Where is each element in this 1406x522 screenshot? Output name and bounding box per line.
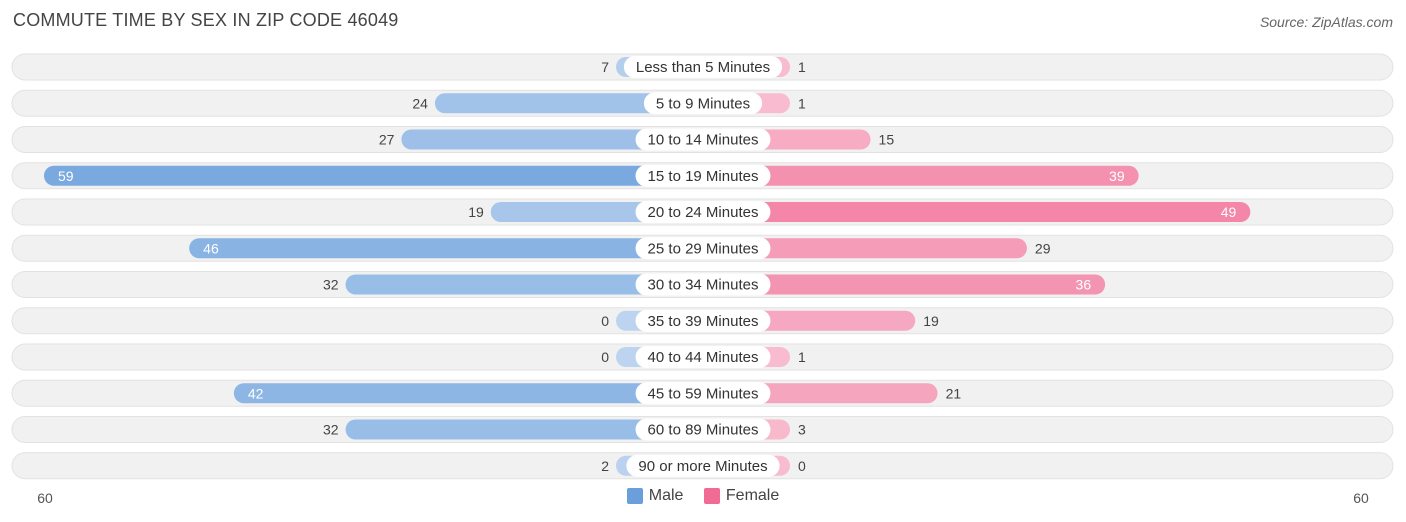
female-value-label: 0: [798, 458, 806, 474]
legend-male-label: Male: [648, 487, 684, 504]
source-note: Source: ZipAtlas.com: [1259, 14, 1393, 30]
male-value-label: 27: [379, 132, 395, 148]
category-label: 45 to 59 Minutes: [648, 385, 759, 402]
female-value-label: 1: [798, 95, 806, 111]
category-label: 25 to 29 Minutes: [648, 240, 759, 257]
category-row: 25 to 29 Minutes 46 29: [11, 234, 1394, 262]
category-label: 20 to 24 Minutes: [648, 204, 759, 221]
male-bar[interactable]: [233, 383, 704, 404]
legend-female-label: Female: [725, 487, 780, 504]
female-value-label: 19: [923, 313, 939, 329]
category-label: 60 to 89 Minutes: [648, 422, 759, 439]
legend-item-male[interactable]: Male: [626, 487, 684, 505]
category-label-pill: [643, 92, 763, 115]
category-row: 40 to 44 Minutes 0 1: [11, 343, 1394, 371]
male-value-label: 32: [323, 277, 339, 293]
male-value-label: 0: [601, 349, 609, 365]
category-label: 40 to 44 Minutes: [648, 349, 759, 366]
female-bar[interactable]: [703, 202, 1251, 222]
category-label-pill: [635, 128, 771, 151]
category-label-pill: [635, 164, 771, 187]
category-row: 60 to 89 Minutes 32 3: [11, 416, 1394, 443]
category-label: Less than 5 Minutes: [636, 59, 770, 76]
female-value-label: 21: [946, 385, 962, 401]
female-value-label: 49: [1221, 204, 1237, 220]
male-value-label: 2: [601, 458, 609, 474]
male-value-label: 7: [601, 59, 609, 75]
category-row: 30 to 34 Minutes 32 36: [11, 271, 1394, 298]
male-bar[interactable]: [43, 165, 704, 186]
female-value-label: 39: [1109, 168, 1125, 184]
female-value-label: 1: [798, 349, 806, 365]
female-value-label: 36: [1076, 277, 1092, 293]
axis-right-label: 60: [1353, 490, 1369, 506]
category-row: 90 or more Minutes 2 0: [11, 452, 1394, 480]
category-label-pill: [635, 346, 771, 368]
category-label: 35 to 39 Minutes: [648, 313, 759, 330]
male-value-label: 42: [248, 385, 264, 401]
female-value-label: 15: [879, 132, 895, 148]
male-value-label: 32: [323, 422, 339, 438]
female-bar[interactable]: [703, 238, 1027, 259]
category-label: 90 or more Minutes: [638, 458, 767, 475]
male-value-label: 59: [58, 168, 74, 184]
category-row: 15 to 19 Minutes 59 39: [11, 162, 1394, 190]
category-label-pill: [635, 237, 771, 260]
legend-item-female[interactable]: Female: [703, 487, 780, 505]
male-value-label: 46: [203, 240, 219, 256]
male-value-label: 24: [412, 95, 428, 111]
category-label: 10 to 14 Minutes: [648, 132, 759, 149]
female-value-label: 1: [798, 59, 806, 75]
female-swatch: [703, 488, 720, 504]
category-row: 10 to 14 Minutes 27 15: [11, 126, 1394, 153]
male-bar[interactable]: [401, 129, 703, 150]
female-bar[interactable]: [703, 165, 1139, 186]
category-label-pill: [626, 454, 780, 477]
male-bar[interactable]: [345, 274, 703, 295]
male-bar[interactable]: [434, 93, 703, 114]
category-label-pill: [623, 56, 783, 78]
male-value-label: 19: [468, 204, 484, 220]
male-swatch: [626, 488, 643, 504]
category-label: 15 to 19 Minutes: [648, 168, 759, 185]
category-label: 5 to 9 Minutes: [656, 95, 750, 112]
female-bar[interactable]: [703, 274, 1106, 295]
category-label-pill: [635, 382, 771, 405]
category-row: 20 to 24 Minutes 19 49: [11, 198, 1394, 226]
axis-left-label: 60: [37, 490, 53, 506]
category-row: 5 to 9 Minutes 24 1: [11, 89, 1394, 117]
female-value-label: 3: [798, 422, 806, 438]
legend: Male Female: [0, 487, 1406, 509]
category-row: Less than 5 Minutes 7 1: [11, 53, 1394, 81]
category-label-pill: [635, 201, 771, 223]
category-row: 45 to 59 Minutes 42 21: [11, 379, 1394, 407]
male-bar[interactable]: [189, 238, 703, 259]
category-label-pill: [635, 418, 771, 441]
female-value-label: 29: [1035, 240, 1051, 256]
male-value-label: 0: [601, 313, 609, 329]
male-bar[interactable]: [345, 419, 703, 440]
category-label-pill: [635, 273, 771, 296]
category-label: 30 to 34 Minutes: [648, 277, 759, 294]
category-label-pill: [635, 309, 771, 332]
chart-title: COMMUTE TIME BY SEX IN ZIP CODE 46049: [13, 10, 399, 30]
category-row: 35 to 39 Minutes 0 19: [11, 307, 1394, 335]
